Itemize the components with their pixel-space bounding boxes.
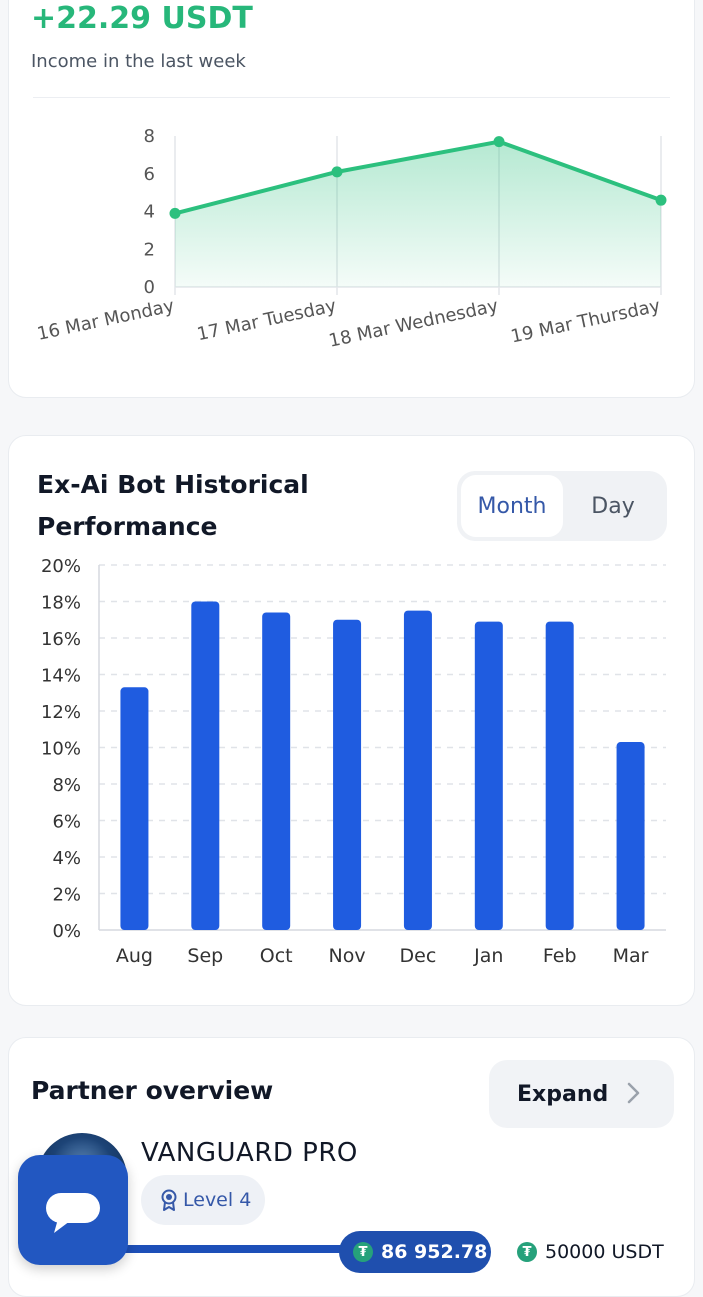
y-tick-label: 6: [144, 164, 155, 185]
x-tick-label: Dec: [400, 945, 437, 967]
bar: [120, 687, 149, 930]
x-tick-label: Sep: [187, 945, 223, 967]
y-tick-label: 18%: [41, 593, 81, 614]
data-point: [169, 207, 181, 219]
performance-chart: 0% 2% 4% 6% 8% 10% 12% 14% 16% 18% 20% Aug Sep Oct Nov…: [41, 556, 666, 967]
performance-card: Ex-Ai Bot Historical Performance Month D…: [8, 435, 695, 1006]
income-card: +22.29 USDT Income in the last week 0 2 4 6…: [8, 0, 695, 398]
x-tick-label: 19 Mar Thursday: [509, 295, 662, 347]
y-tick-label: 20%: [41, 556, 81, 577]
x-tick-label: Oct: [260, 945, 293, 967]
rank-name: VANGUARD PRO: [141, 1138, 358, 1168]
bar: [262, 612, 291, 930]
toggle-month[interactable]: Month: [461, 475, 563, 537]
level-badge: Level 4: [141, 1175, 265, 1225]
y-tick-label: 4%: [52, 848, 81, 869]
expand-label: Expand: [517, 1081, 609, 1107]
chat-button[interactable]: [18, 1155, 128, 1265]
data-point: [331, 166, 343, 178]
bar: [333, 619, 362, 930]
bar: [616, 742, 645, 930]
y-tick-label: 0: [144, 277, 155, 298]
bar: [403, 610, 432, 930]
target-amount: ₮ 50000 USDT: [517, 1231, 664, 1273]
income-area: [175, 141, 661, 287]
y-tick-label: 2%: [52, 885, 81, 906]
x-tick-label: Aug: [116, 945, 153, 967]
data-point: [493, 136, 505, 148]
x-tick-label: Mar: [613, 945, 649, 967]
tether-icon: ₮: [517, 1242, 537, 1262]
balance-amount: 86 952.78: [381, 1241, 488, 1263]
x-tick-label: Nov: [329, 945, 366, 967]
progress-bar: [97, 1245, 377, 1253]
y-tick-label: 10%: [41, 739, 81, 760]
period-toggle: Month Day: [457, 471, 667, 541]
chat-bubble-icon: [46, 1193, 100, 1233]
bar: [191, 601, 220, 930]
y-tick-label: 8: [144, 126, 155, 147]
y-tick-label: 16%: [41, 629, 81, 650]
y-tick-label: 14%: [41, 666, 81, 687]
x-tick-label: Feb: [543, 945, 577, 967]
bar: [545, 621, 574, 930]
x-tick-label: 16 Mar Monday: [35, 295, 176, 345]
y-tick-label: 8%: [52, 775, 81, 796]
x-tick-label: 18 Mar Wednesday: [327, 295, 500, 351]
bar: [474, 621, 503, 930]
y-tick-label: 12%: [41, 702, 81, 723]
data-point: [655, 194, 667, 206]
chevron-right-icon: [627, 1082, 640, 1104]
balance-pill: ₮ 86 952.78: [339, 1231, 491, 1273]
y-tick-label: 4: [144, 202, 155, 223]
y-tick-label: 2: [144, 239, 155, 260]
award-icon: [161, 1189, 177, 1211]
level-label: Level 4: [183, 1189, 252, 1211]
x-tick-label: 17 Mar Tuesday: [195, 295, 338, 345]
x-tick-label: Jan: [473, 945, 503, 967]
target-label: 50000 USDT: [545, 1241, 664, 1263]
y-tick-label: 0%: [52, 921, 81, 942]
divider: [33, 97, 670, 98]
y-tick-label: 6%: [52, 812, 81, 833]
tether-icon: ₮: [353, 1242, 373, 1262]
income-label: Income in the last week: [31, 51, 246, 72]
toggle-day[interactable]: Day: [591, 493, 635, 519]
income-amount: +22.29 USDT: [31, 1, 253, 36]
partner-title: Partner overview: [31, 1076, 274, 1105]
income-line: [174, 139, 662, 216]
performance-title: Ex-Ai Bot Historical Performance: [37, 470, 309, 541]
expand-button[interactable]: Expand: [489, 1060, 674, 1128]
